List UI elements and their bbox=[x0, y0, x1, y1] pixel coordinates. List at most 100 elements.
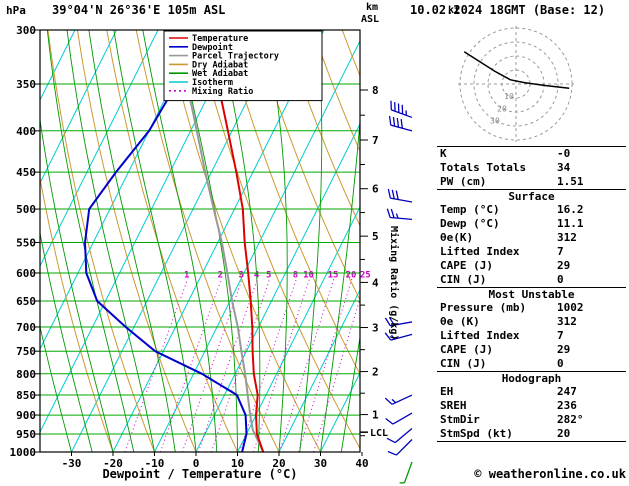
km-tick-label: 6 bbox=[372, 183, 379, 196]
table-row: Lifted Index 7 bbox=[437, 245, 626, 259]
mixing-ratio-value-label: 10 bbox=[303, 271, 314, 281]
plot-border bbox=[39, 29, 361, 453]
table-row-label: θe(K) bbox=[440, 231, 474, 244]
mixing-ratio-value-label: 25 bbox=[360, 271, 371, 281]
pressure-tick-label: 850 bbox=[16, 389, 36, 402]
hodograph-ring bbox=[459, 27, 573, 141]
table-row: SREH 236 bbox=[437, 399, 626, 413]
table-row: Temp (°C) 16.2 bbox=[437, 203, 626, 217]
table-row-label: SREH bbox=[440, 399, 467, 412]
wind-barb bbox=[399, 461, 413, 484]
pressure-tick-label: 950 bbox=[16, 428, 36, 441]
table-row-label: Lifted Index bbox=[440, 329, 520, 342]
mixing-ratio-value-label: 5 bbox=[266, 271, 271, 281]
temperature-tick-label: -30 bbox=[62, 457, 82, 470]
table-row-label: StmSpd (kt) bbox=[440, 427, 513, 440]
temperature-tick-label: -20 bbox=[103, 457, 123, 470]
hodograph-ring bbox=[487, 55, 545, 113]
table-row-value: 34 bbox=[557, 161, 571, 174]
table-section-title: Most Unstable bbox=[437, 287, 626, 301]
table-row-label: θe (K) bbox=[440, 315, 480, 328]
legend-item-label: Wet Adiabat bbox=[192, 68, 248, 79]
mixing-ratio-value-label: 3 bbox=[239, 271, 244, 281]
table-row-label: Lifted Index bbox=[440, 245, 520, 258]
table-row-label: Totals Totals bbox=[440, 161, 527, 174]
x-axis-label: Dewpoint / Temperature (°C) bbox=[102, 467, 298, 481]
datetime-title: 10.02.2024 18GMT (Base: 12) bbox=[410, 3, 606, 17]
lcl-label: LCL bbox=[370, 428, 388, 439]
mixing-ratio-value-label: 20 bbox=[346, 271, 357, 281]
km-tick-label: 7 bbox=[372, 134, 379, 147]
temperature-tick-label: 20 bbox=[272, 457, 285, 470]
legend-item-label: Parcel Trajectory bbox=[192, 51, 279, 62]
pressure-tick-label: 450 bbox=[16, 166, 36, 179]
pressure-tick-label: 500 bbox=[16, 203, 36, 216]
km-tick-label: 3 bbox=[372, 322, 379, 335]
mixing-ratio-value-label: 1 bbox=[184, 271, 189, 281]
table-row: Dewp (°C) 11.1 bbox=[437, 217, 626, 231]
km-tick-label: 5 bbox=[372, 230, 379, 243]
table-row: Totals Totals 34 bbox=[437, 161, 626, 175]
temperature-tick-label: 10 bbox=[231, 457, 244, 470]
hodograph-ring-label: 20 bbox=[497, 104, 507, 113]
table-row: CAPE (J) 29 bbox=[437, 259, 626, 273]
temperature-curve bbox=[210, 30, 265, 452]
km-tick-label: 8 bbox=[372, 84, 379, 97]
copyright-text: © weatheronline.co.uk bbox=[474, 467, 626, 481]
table-row-value: 1002 bbox=[557, 301, 584, 314]
pressure-tick-label: 1000 bbox=[10, 446, 37, 459]
table-row-value: 29 bbox=[557, 259, 571, 272]
hodograph-ring bbox=[473, 41, 559, 127]
parcel-trajectory-curve bbox=[173, 30, 265, 452]
dewpoint-curve bbox=[83, 30, 248, 452]
table-row-label: CAPE (J) bbox=[440, 343, 493, 356]
station-title: 39°04'N 26°36'E 105m ASL bbox=[52, 3, 226, 17]
table-row-value: 11.1 bbox=[557, 217, 584, 230]
hodograph-ring-label: 10 bbox=[504, 92, 514, 101]
hodograph-trace bbox=[463, 51, 570, 89]
pressure-tick-label: 700 bbox=[16, 321, 36, 334]
table-row-label: CAPE (J) bbox=[440, 259, 493, 272]
table-row-value: 312 bbox=[557, 315, 577, 328]
table-row-label: PW (cm) bbox=[440, 175, 487, 188]
table-row-value: 7 bbox=[557, 329, 564, 342]
legend-box bbox=[163, 30, 323, 102]
legend-item-label: Isotherm bbox=[192, 78, 233, 88]
hodograph: 10 20 30 bbox=[458, 26, 574, 142]
altitude-axis-unit-asl: ASL bbox=[361, 14, 380, 25]
table-row: StmSpd (kt) 20 bbox=[437, 427, 626, 441]
pressure-tick-label: 550 bbox=[16, 236, 36, 249]
table-section-title: Surface bbox=[437, 189, 626, 203]
pressure-tick-label: 350 bbox=[16, 78, 36, 91]
axis-ticks-and-labels: 3003504004505005506006507007508008509009… bbox=[10, 24, 389, 470]
table-row-value: 16.2 bbox=[557, 203, 584, 216]
pressure-tick-label: 400 bbox=[16, 125, 36, 138]
legend-item-label: Mixing Ratio bbox=[192, 86, 253, 97]
table-row: Pressure (mb) 1002 bbox=[437, 301, 626, 315]
table-row-value: -0 bbox=[557, 147, 571, 160]
pressure-tick-label: 300 bbox=[16, 24, 36, 37]
legend-item-label: Dewpoint bbox=[192, 42, 233, 53]
mixing-ratio-value-label: 4 bbox=[254, 271, 260, 281]
table-row-value: 0 bbox=[557, 357, 564, 370]
temperature-tick-label: 30 bbox=[314, 457, 327, 470]
table-row-label: K bbox=[440, 147, 447, 160]
wind-barb bbox=[390, 100, 413, 119]
wind-barb bbox=[384, 394, 413, 405]
table-row: θe (K) 312 bbox=[437, 315, 626, 329]
hodograph-ring-label: 30 bbox=[490, 117, 500, 126]
km-tick-label: 4 bbox=[372, 276, 379, 289]
table-row-value: 29 bbox=[557, 343, 571, 356]
table-row-label: StmDir bbox=[440, 413, 480, 426]
wind-barb bbox=[384, 332, 413, 341]
table-row: K -0 bbox=[437, 147, 626, 161]
hodograph-unit-label: kt bbox=[448, 5, 461, 16]
table-row: EH 247 bbox=[437, 385, 626, 399]
altitude-axis-unit-km: km bbox=[366, 2, 379, 13]
pressure-tick-label: 900 bbox=[16, 409, 36, 422]
table-row-value: 20 bbox=[557, 427, 571, 440]
table-row-value: 282° bbox=[557, 413, 584, 426]
table-row: CIN (J) 0 bbox=[437, 357, 626, 371]
